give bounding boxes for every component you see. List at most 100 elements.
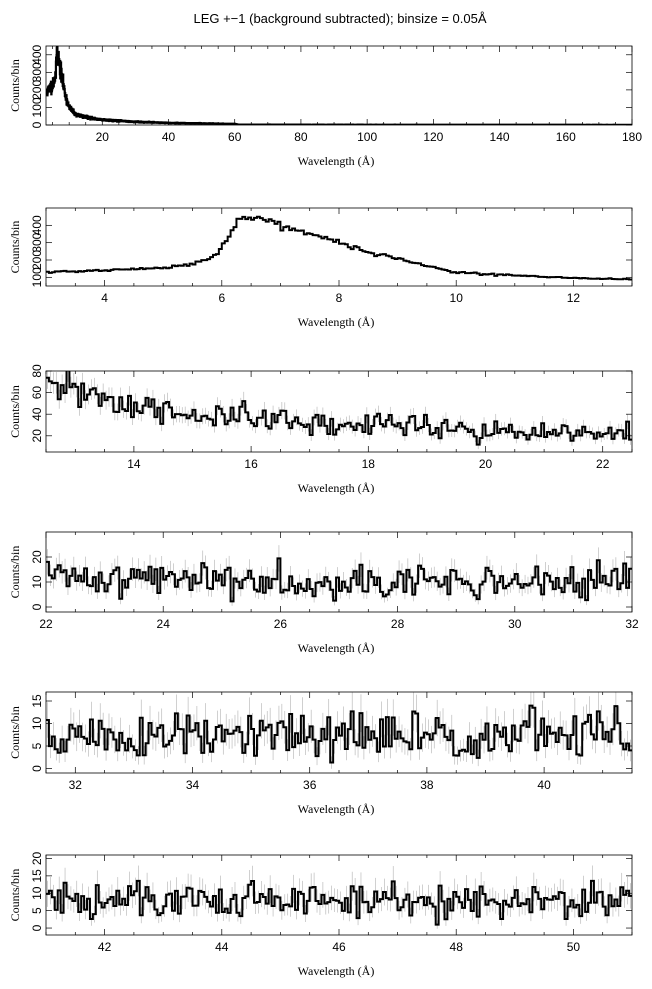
y-tick-label: 10 [30,886,44,900]
x-tick-label: 38 [420,778,434,792]
x-tick-label: 48 [450,940,464,954]
panel-1: 20 40 60 80 100 120 140 160 1800100200300400Wave… [8,44,642,168]
y-tick-label: 5 [30,742,44,749]
y-tick-label: 0 [30,603,44,610]
x-tick-label: 160 [556,130,576,144]
y-ticks [46,370,632,437]
y-ticks [46,54,632,126]
x-tick-label: 20 [96,130,110,144]
plot-frame [45,207,633,287]
panels: 20 40 60 80 100 120 140 160 1800100200300400Wave… [8,44,642,978]
x-tick-label: 180 [622,130,642,144]
y-tick-label: 400 [30,215,44,235]
x-tick-label: 16 [244,457,258,471]
x-axis-label: Wavelength (Å) [298,964,375,978]
x-tick-label: 40 [537,778,551,792]
plot-frame [45,45,633,126]
y-tick-label: 80 [30,364,44,378]
x-tick-label: 40 [162,130,176,144]
y-tick-label: 15 [30,869,44,883]
spectrum-line [46,557,632,603]
spectrum-line [46,46,632,125]
spectrum-line [46,215,632,281]
x-ticks [45,855,633,935]
x-axis-label: Wavelength (Å) [298,641,375,655]
x-tick-label: 80 [294,130,308,144]
x-ticks [52,46,633,125]
x-tick-label: 32 [69,778,83,792]
x-tick-label: 120 [423,130,443,144]
x-tick-label: 34 [186,778,200,792]
y-axis-label: Counts/bin [8,706,22,759]
y-tick-label: 5 [30,907,44,914]
y-tick-label: 15 [30,694,44,708]
x-tick-label: 14 [127,457,141,471]
spectrum-data [46,215,632,281]
y-tick-label: 0 [30,765,44,772]
y-tick-label: 400 [30,44,44,64]
x-tick-label: 10 [450,291,464,305]
y-axis-label: Counts/bin [8,385,22,438]
y-tick-label: 20 [30,429,44,443]
figure-title: LEG +−1 (background subtracted); binsize… [193,11,486,26]
spectrum-data [46,371,632,450]
x-tick-label: 60 [228,130,242,144]
y-axis-label: Counts/bin [8,869,22,922]
spectrum-line [46,879,632,926]
y-tick-label: 100 [30,267,44,287]
y-tick-label: 20 [30,550,44,564]
y-tick-label: 10 [30,575,44,589]
y-ticks [46,700,632,769]
y-tick-label: 200 [30,250,44,270]
x-tick-label: 6 [218,291,225,305]
spectrum-data [46,46,632,125]
y-tick-label: 0 [30,924,44,931]
y-tick-label: 60 [30,386,44,400]
x-axis-label: Wavelength (Å) [298,154,375,168]
y-ticks [46,858,632,929]
x-tick-label: 140 [490,130,510,144]
y-tick-label: 300 [30,232,44,252]
y-tick-label: 300 [30,62,44,82]
x-axis-label: Wavelength (Å) [298,802,375,816]
x-tick-label: 36 [303,778,317,792]
x-tick-label: 100 [357,130,377,144]
y-axis-label: Counts/bin [8,221,22,274]
panel-3: 14 16 18 20 22 20 40 60 80 Wavelength (Å) Counts/b… [8,364,633,495]
x-tick-label: 8 [336,291,343,305]
error-bars [47,865,631,929]
x-axis-label: Wavelength (Å) [298,315,375,329]
x-axis-label: Wavelength (Å) [298,481,375,495]
error-bars [47,371,631,450]
y-tick-label: 0 [30,121,44,128]
x-tick-label: 18 [362,457,376,471]
y-ticks [46,556,632,608]
spectrum-line [46,704,632,764]
x-tick-label: 26 [274,617,288,631]
panel-4: 22 24 26 28 30 32 0 10 20 Wavelength (Å) Counts/bi… [8,531,639,655]
y-tick-label: 10 [30,717,44,731]
x-tick-label: 30 [508,617,522,631]
spectrum-line [46,371,632,446]
spectrum-data [46,692,632,769]
y-tick-label: 200 [30,80,44,100]
x-tick-label: 24 [157,617,171,631]
x-tick-label: 28 [391,617,405,631]
x-ticks [45,692,633,773]
y-tick-label: 20 [30,851,44,865]
y-axis-label: Counts/bin [8,546,22,599]
x-tick-label: 4 [101,291,108,305]
x-tick-label: 12 [567,291,581,305]
x-tick-label: 50 [567,940,581,954]
x-tick-label: 22 [596,457,610,471]
spectrum-data [46,865,632,929]
x-ticks [45,532,633,612]
x-ticks [45,371,633,452]
y-tick-label: 100 [30,97,44,117]
spectrum-data [46,545,632,606]
x-ticks [45,208,633,286]
y-ticks [46,224,632,278]
panel-5: 32 34 36 38 40 0 5 10 15 Wavelength (Å) Counts/bin [8,691,633,816]
